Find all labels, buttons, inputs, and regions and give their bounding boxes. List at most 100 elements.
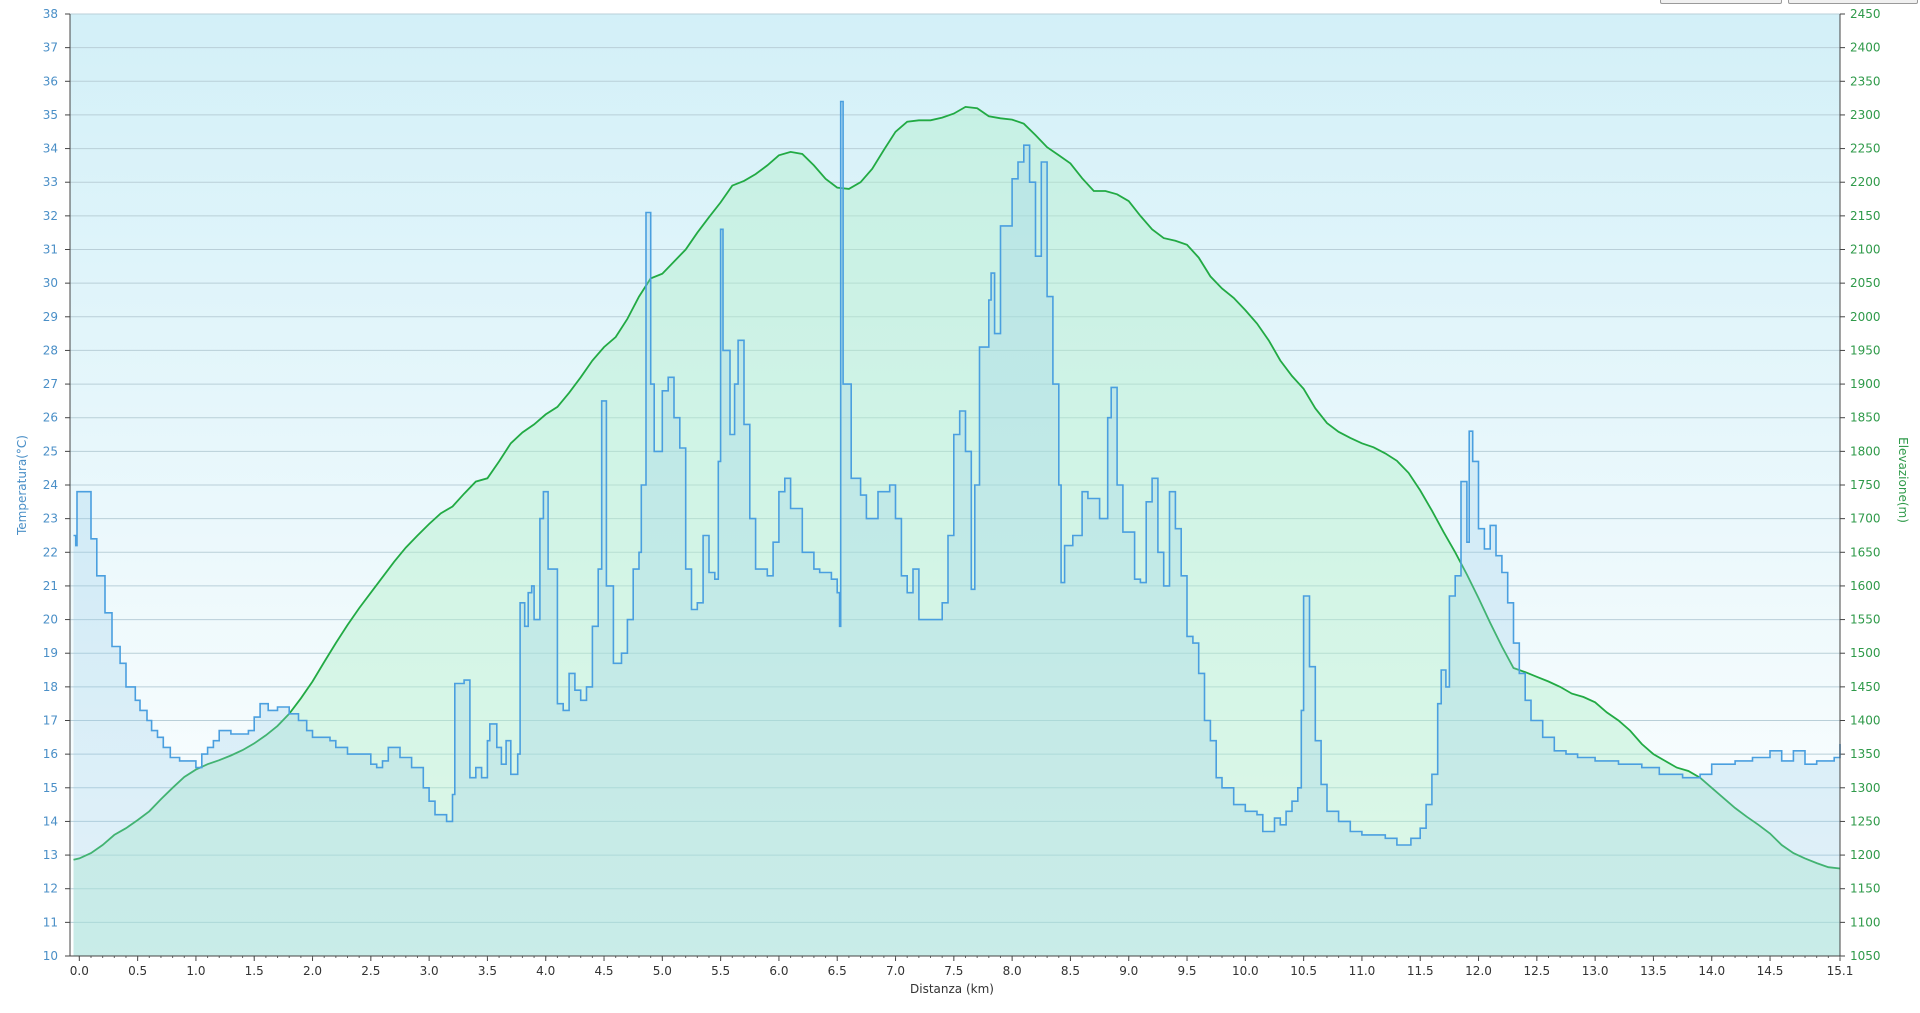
x-tick-label: 8.0 [1003,964,1022,978]
elevation-line [73,105,1841,870]
x-axis-title: Distanza (km) [910,982,994,996]
y-right-tick-label: 1550 [1850,613,1881,627]
y-right-tick-label: 2350 [1850,74,1881,88]
y-right-tick-label: 1300 [1850,781,1881,795]
x-tick-label: 15.1 [1827,964,1854,978]
x-tick-label: 12.0 [1465,964,1492,978]
x-tick-label: 3.5 [478,964,497,978]
y-right-tick-label: 1450 [1850,680,1881,694]
x-tick-label: 7.5 [944,964,963,978]
y-left-tick-label: 32 [43,209,58,223]
series-layer [73,100,1841,956]
y-right-tick-label: 1350 [1850,747,1881,761]
y-left-tick-label: 16 [43,747,58,761]
x-tick-label: 3.0 [420,964,439,978]
x-tick-label: 2.5 [361,964,380,978]
y-left-tick-label: 18 [43,680,58,694]
y-left-tick-label: 29 [43,310,58,324]
y-left-axis-title: Temperatura(°C) [15,435,29,536]
x-tick-label: 8.5 [1061,964,1080,978]
y-right-tick-label: 1750 [1850,478,1881,492]
y-left-tick-label: 25 [43,444,58,458]
y-left-tick-label: 14 [43,814,58,828]
x-tick-label: 0.0 [70,964,89,978]
x-tick-label: 1.0 [186,964,205,978]
y-left-tick-label: 34 [43,142,58,156]
x-tick-label: 13.5 [1640,964,1667,978]
x-tick-label: 7.0 [886,964,905,978]
y-left-tick-label: 20 [43,613,58,627]
x-tick-label: 6.0 [769,964,788,978]
y-left-tick-label: 21 [43,579,58,593]
y-left-tick-label: 30 [43,276,58,290]
y-left-tick-label: 10 [43,949,58,963]
y-right-tick-label: 1150 [1850,882,1881,896]
x-tick-label: 4.5 [594,964,613,978]
y-right-tick-label: 1600 [1850,579,1881,593]
temperature-area [73,101,1840,956]
y-right-tick-label: 1400 [1850,714,1881,728]
y-right-tick-label: 1950 [1850,343,1881,357]
y-right-tick-label: 1500 [1850,646,1881,660]
x-tick-label: 1.5 [245,964,264,978]
y-left-tick-label: 28 [43,343,58,357]
y-right-tick-label: 1650 [1850,545,1881,559]
y-right-tick-label: 1200 [1850,848,1881,862]
y-right-tick-label: 2100 [1850,243,1881,257]
x-tick-label: 0.5 [128,964,147,978]
y-right-tick-label: 1900 [1850,377,1881,391]
y-right-tick-label: 1800 [1850,444,1881,458]
y-left-tick-label: 13 [43,848,58,862]
y-right-tick-label: 2400 [1850,41,1881,55]
y-right-tick-label: 1250 [1850,814,1881,828]
x-tick-label: 14.5 [1757,964,1784,978]
x-tick-label: 5.5 [711,964,730,978]
y-left-tick-label: 15 [43,781,58,795]
y-right-axis-title: Elevazione(m) [1896,437,1910,523]
y-left-tick-label: 24 [43,478,58,492]
x-tick-label: 11.5 [1407,964,1434,978]
y-left-tick-label: 17 [43,714,58,728]
y-right-tick-label: 2000 [1850,310,1881,324]
temperature-line [73,100,1841,846]
y-right-tick-label: 1050 [1850,949,1881,963]
y-right-tick-label: 2150 [1850,209,1881,223]
top-toolbar-button[interactable] [1788,0,1918,4]
y-right-tick-label: 2050 [1850,276,1881,290]
y-right-tick-label: 2250 [1850,142,1881,156]
y-left-tick-label: 12 [43,882,58,896]
y-left-tick-label: 37 [43,41,58,55]
top-toolbar-button[interactable] [1660,0,1782,4]
x-tick-label: 14.0 [1698,964,1725,978]
y-left-tick-label: 27 [43,377,58,391]
x-tick-label: 10.0 [1232,964,1259,978]
x-tick-label: 10.5 [1290,964,1317,978]
axes [69,14,1841,957]
y-left-tick-label: 22 [43,545,58,559]
x-tick-label: 9.0 [1119,964,1138,978]
y-right-tick-label: 2200 [1850,175,1881,189]
y-right-tick-label: 2300 [1850,108,1881,122]
y-left-tick-label: 35 [43,108,58,122]
x-tick-label: 13.0 [1582,964,1609,978]
tick-labels: 10 11 12 13 14 15 16 17 18 19 20 21 22 23 24 25 26 27 28 29… [43,7,1881,978]
x-tick-label: 6.5 [828,964,847,978]
y-left-tick-label: 36 [43,74,58,88]
y-right-tick-label: 1100 [1850,915,1881,929]
y-left-tick-label: 38 [43,7,58,21]
elevation-area [73,106,1840,956]
y-left-tick-label: 26 [43,411,58,425]
y-left-tick-label: 19 [43,646,58,660]
y-left-tick-label: 33 [43,175,58,189]
x-tick-label: 12.5 [1523,964,1550,978]
x-tick-label: 11.0 [1349,964,1376,978]
x-tick-label: 5.0 [653,964,672,978]
x-tick-label: 4.0 [536,964,555,978]
y-left-tick-label: 11 [43,915,58,929]
y-right-tick-label: 1700 [1850,512,1881,526]
x-tick-label: 9.5 [1177,964,1196,978]
grid-lines [65,13,1845,961]
y-right-tick-label: 2450 [1850,7,1881,21]
